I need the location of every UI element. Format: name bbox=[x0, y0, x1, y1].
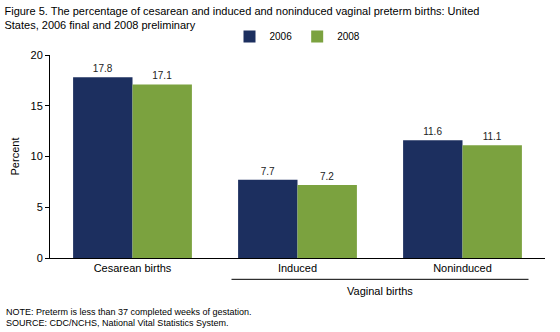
svg-text:11.6: 11.6 bbox=[423, 126, 442, 137]
svg-text:Figure 5. The percentage of ce: Figure 5. The percentage of cesarean and… bbox=[4, 5, 479, 31]
svg-text:Cesarean births: Cesarean births bbox=[94, 262, 172, 274]
svg-text:Percent: Percent bbox=[9, 138, 21, 176]
svg-text:20: 20 bbox=[31, 49, 43, 61]
svg-text:2008: 2008 bbox=[337, 31, 360, 42]
svg-text:Noninduced: Noninduced bbox=[433, 262, 492, 274]
svg-text:7.7: 7.7 bbox=[261, 166, 275, 177]
svg-text:5: 5 bbox=[37, 201, 43, 213]
svg-text:0: 0 bbox=[37, 252, 43, 264]
svg-text:Induced: Induced bbox=[278, 262, 317, 274]
svg-text:2006: 2006 bbox=[270, 31, 293, 42]
svg-text:Vaginal births: Vaginal births bbox=[347, 285, 413, 297]
svg-text:10: 10 bbox=[31, 150, 43, 162]
svg-text:17.1: 17.1 bbox=[152, 70, 172, 81]
svg-text:15: 15 bbox=[31, 100, 43, 112]
svg-text:17.8: 17.8 bbox=[93, 63, 113, 74]
svg-text:11.1: 11.1 bbox=[483, 131, 502, 142]
svg-text:7.2: 7.2 bbox=[320, 171, 334, 182]
svg-text:SOURCE: CDC/NCHS, National Vit: SOURCE: CDC/NCHS, National Vital Statist… bbox=[6, 318, 228, 328]
svg-text:NOTE: Preterm is less than 37: NOTE: Preterm is less than 37 completed … bbox=[6, 307, 252, 317]
